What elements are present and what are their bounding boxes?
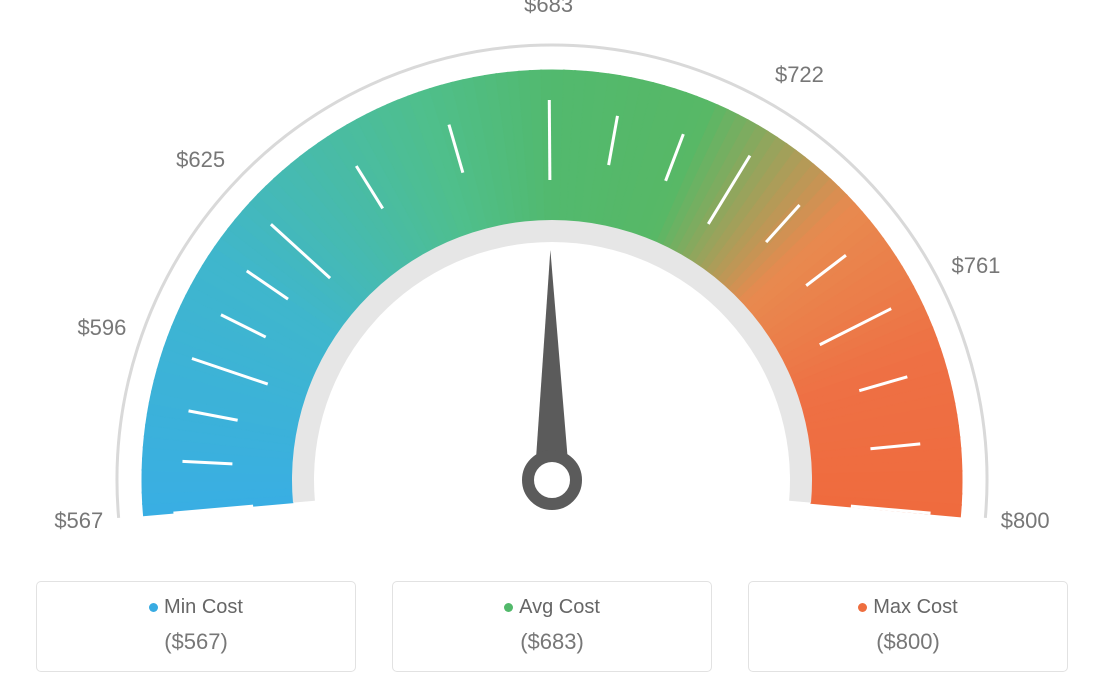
legend-box: Max Cost ($800) [748, 581, 1068, 672]
legend-title: Min Cost [47, 596, 345, 619]
legend-title-text: Min Cost [164, 596, 243, 618]
legend-value: ($567) [47, 629, 345, 655]
gauge-svg [0, 0, 1104, 560]
gauge-tick-label: $761 [951, 253, 1000, 279]
legend-dot-icon [858, 603, 867, 612]
gauge-chart: $567 $596 $625 $683 $722 $761 $800 [0, 0, 1104, 560]
legend-title: Max Cost [759, 596, 1057, 619]
gauge-tick-label: $800 [1001, 508, 1050, 534]
legend-value: ($683) [403, 629, 701, 655]
gauge-tick-label: $625 [176, 147, 225, 173]
gauge-tick-label: $567 [54, 508, 103, 534]
gauge-tick-label: $722 [775, 62, 824, 88]
gauge-tick-label: $596 [77, 315, 126, 341]
legend-row: Min Cost ($567) Avg Cost ($683) Max Cost ($80… [0, 581, 1104, 672]
legend-title-text: Max Cost [873, 596, 957, 618]
legend-dot-icon [504, 603, 513, 612]
legend-box: Min Cost ($567) [36, 581, 356, 672]
legend-dot-icon [149, 603, 158, 612]
legend-title: Avg Cost [403, 596, 701, 619]
legend-box: Avg Cost ($683) [392, 581, 712, 672]
gauge-tick-label: $683 [524, 0, 573, 18]
legend-value: ($800) [759, 629, 1057, 655]
legend-title-text: Avg Cost [519, 596, 600, 618]
